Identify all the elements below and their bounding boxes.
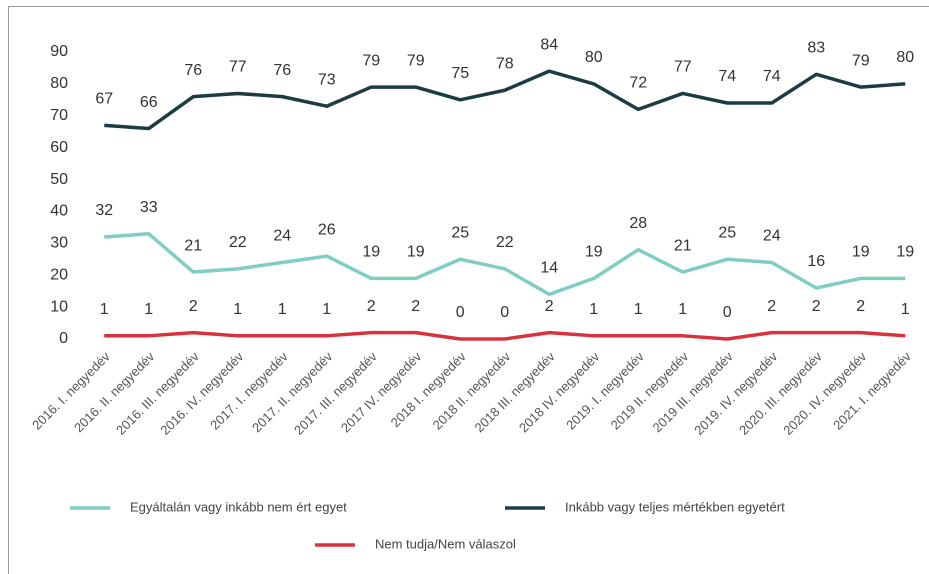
y-tick-label: 80 [50, 75, 68, 92]
data-label: 19 [585, 244, 603, 261]
data-label: 19 [407, 244, 425, 261]
x-tick-label: 2019. IV. negyedév [691, 349, 780, 438]
x-tick-label: 2018 IV. negyedév [516, 349, 603, 436]
data-label: 1 [278, 301, 287, 318]
data-label: 25 [718, 224, 736, 241]
data-label: 84 [540, 36, 558, 53]
frame [8, 6, 929, 574]
data-label: 28 [629, 215, 647, 232]
data-label: 26 [318, 221, 336, 238]
data-label: 2 [367, 298, 376, 315]
data-label: 72 [629, 75, 647, 92]
data-label: 24 [763, 228, 781, 245]
data-label: 2 [767, 298, 776, 315]
data-label: 21 [674, 237, 692, 254]
data-label: 2 [856, 298, 865, 315]
x-tick-label: 2018 III. negyedév [472, 349, 559, 436]
data-label: 1 [901, 301, 910, 318]
data-label: 67 [95, 91, 113, 108]
data-label: 1 [233, 301, 242, 318]
data-label: 1 [100, 301, 109, 318]
legend-label: Inkább vagy teljes mértékben egyetért [565, 499, 785, 514]
x-tick-label: 2019 II. negyedév [608, 349, 692, 433]
data-label: 1 [144, 301, 153, 318]
y-tick-label: 40 [50, 203, 68, 220]
series-line [104, 330, 906, 341]
data-label: 77 [674, 59, 692, 76]
data-label: 2 [411, 298, 420, 315]
data-label: 66 [140, 94, 158, 111]
data-label: 74 [763, 68, 781, 85]
data-label: 33 [140, 199, 158, 216]
y-tick-label: 10 [50, 298, 68, 315]
data-label: 22 [229, 234, 247, 251]
data-label: 73 [318, 71, 336, 88]
series-line [104, 232, 906, 297]
data-label: 19 [852, 244, 870, 261]
x-tick-label: 2016. III. negyedév [113, 349, 202, 438]
data-label: 0 [723, 304, 732, 321]
x-tick-label: 2020. III. negyedév [736, 349, 825, 438]
data-label: 79 [362, 52, 380, 69]
data-label: 79 [407, 52, 425, 69]
x-tick-label: 2018 II. negyedév [430, 349, 514, 433]
x-tick-label: 2016. I. negyedév [29, 349, 113, 433]
data-label: 1 [589, 301, 598, 318]
y-tick-label: 30 [50, 235, 68, 252]
data-label: 1 [678, 301, 687, 318]
x-tick-label: 2019 III. negyedév [650, 349, 737, 436]
y-tick-label: 70 [50, 107, 68, 124]
data-label: 32 [95, 202, 113, 219]
data-label: 77 [229, 59, 247, 76]
data-label: 25 [451, 224, 469, 241]
x-tick-label: 2020. IV. negyedév [780, 349, 869, 438]
data-label: 74 [718, 68, 736, 85]
y-tick-label: 20 [50, 266, 68, 283]
data-label: 22 [496, 234, 514, 251]
data-label: 2 [189, 298, 198, 315]
data-label: 83 [807, 40, 825, 57]
x-tick-label: 2017. I. negyedév [207, 349, 291, 433]
data-label: 2 [812, 298, 821, 315]
x-tick-label: 2017 IV. negyedév [338, 349, 425, 436]
data-label: 0 [456, 304, 465, 321]
data-label: 0 [500, 304, 509, 321]
data-label: 14 [540, 260, 558, 277]
y-tick-label: 90 [50, 43, 68, 60]
y-tick-label: 0 [59, 330, 68, 347]
data-label: 2 [545, 298, 554, 315]
legend-label: Nem tudja/Nem válaszol [375, 536, 516, 551]
data-label: 80 [585, 49, 603, 66]
x-tick-label: 2019. I. negyedév [563, 349, 647, 433]
data-label: 24 [273, 228, 291, 245]
data-label: 76 [184, 62, 202, 79]
series-line [104, 69, 906, 131]
x-tick-label: 2021. I. negyedév [830, 349, 914, 433]
data-label: 1 [634, 301, 643, 318]
x-tick-label: 2017. II. negyedév [249, 349, 336, 436]
data-label: 21 [184, 237, 202, 254]
x-tick-label: 2016. II. negyedév [71, 349, 158, 436]
data-label: 80 [896, 49, 914, 66]
data-label: 16 [807, 253, 825, 270]
data-label: 79 [852, 52, 870, 69]
data-label: 75 [451, 65, 469, 82]
x-tick-label: 2017. III. negyedév [291, 349, 380, 438]
legend-label: Egyáltalán vagy inkább nem ért egyet [130, 499, 347, 514]
y-tick-label: 60 [50, 139, 68, 156]
data-label: 78 [496, 55, 514, 72]
data-label: 1 [322, 301, 331, 318]
x-tick-label: 2018 I. negyedév [388, 349, 469, 430]
y-tick-label: 50 [50, 171, 68, 188]
x-tick-label: 2016. IV. negyedév [157, 349, 246, 438]
data-label: 19 [362, 244, 380, 261]
data-label: 19 [896, 244, 914, 261]
data-label: 76 [273, 62, 291, 79]
